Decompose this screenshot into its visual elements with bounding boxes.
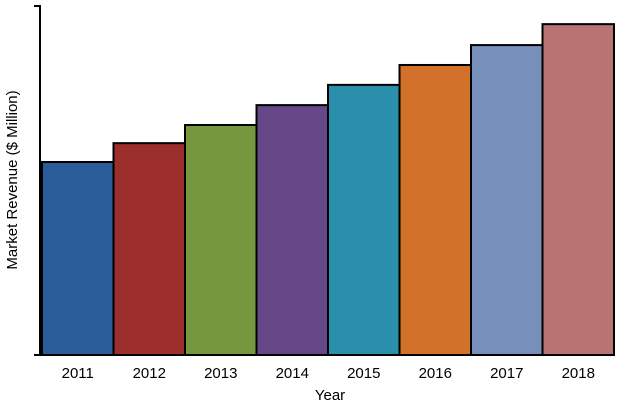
x-tick-label: 2017 [490, 365, 523, 382]
x-tick-label: 2012 [133, 365, 166, 382]
x-tick-label: 2016 [419, 365, 452, 382]
x-axis-label: Year [315, 387, 345, 404]
bar [41, 161, 115, 356]
bar [184, 124, 258, 356]
bar [398, 63, 472, 357]
bar [255, 104, 329, 356]
bar [541, 23, 615, 356]
bar [470, 44, 544, 356]
y-axis-label: Market Revenue ($ Million) [4, 90, 21, 269]
x-tick-label: 2011 [62, 365, 94, 382]
bar [327, 83, 401, 357]
x-tick-label: 2014 [276, 365, 309, 382]
x-tick-label: 2013 [204, 365, 237, 382]
x-tick-label: 2015 [347, 365, 380, 382]
bar [112, 142, 186, 356]
x-tick-label: 2018 [562, 365, 595, 382]
